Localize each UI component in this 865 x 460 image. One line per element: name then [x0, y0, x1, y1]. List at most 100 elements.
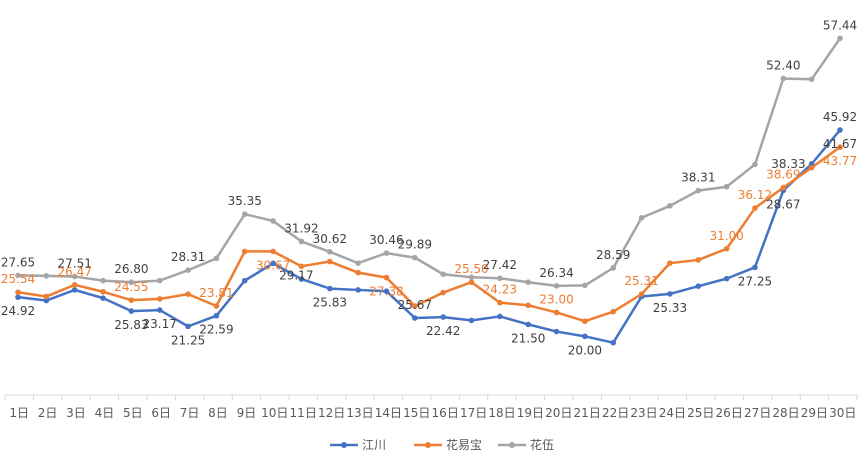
- data-label: 31.00: [709, 229, 743, 243]
- data-label: 28.31: [171, 250, 205, 264]
- x-tick-label: 8日: [208, 406, 228, 420]
- data-point: [412, 303, 418, 309]
- data-point: [71, 287, 78, 293]
- data-point: [752, 264, 758, 271]
- data-label: 57.44: [823, 18, 857, 32]
- data-point: [128, 308, 135, 314]
- x-tick-label: 16日: [432, 406, 459, 420]
- data-label: 27.65: [1, 255, 35, 269]
- x-tick-label: 21日: [574, 406, 601, 420]
- x-tick-label: 7日: [180, 406, 200, 420]
- data-point: [553, 309, 560, 316]
- series-1: [15, 127, 843, 346]
- data-point: [497, 275, 503, 282]
- legend-label: 花伍: [530, 437, 554, 452]
- data-label: 25.67: [398, 298, 432, 312]
- x-tick-label: 23日: [630, 406, 657, 420]
- data-point: [156, 296, 163, 302]
- data-label: 28.67: [766, 197, 800, 211]
- data-label: 25.31: [624, 274, 658, 288]
- data-point: [185, 267, 191, 273]
- data-label: 21.50: [511, 331, 545, 345]
- data-label: 23.00: [539, 292, 573, 306]
- legend-item: 花易宝: [414, 437, 482, 452]
- data-point: [412, 254, 418, 261]
- data-point: [780, 75, 787, 82]
- data-label: 28.59: [596, 248, 630, 262]
- data-point: [497, 313, 503, 320]
- x-tick-label: 13日: [346, 406, 373, 420]
- data-point: [213, 312, 220, 319]
- data-point: [525, 279, 532, 286]
- data-point: [241, 277, 248, 284]
- data-point: [298, 238, 305, 245]
- data-label: 27.51: [58, 257, 92, 271]
- legend: 江川 花易宝 花伍: [330, 437, 554, 452]
- x-tick-label: 9日: [237, 406, 257, 420]
- data-point: [837, 144, 843, 150]
- data-label: 30.46: [369, 233, 403, 247]
- data-point: [837, 35, 843, 42]
- data-point: [270, 248, 276, 255]
- data-point: [270, 218, 276, 224]
- data-point: [582, 333, 588, 340]
- data-label: 29.17: [279, 268, 313, 282]
- legend-marker: [425, 442, 431, 448]
- legend-item: 花伍: [498, 437, 554, 452]
- x-tick-label: 4日: [95, 406, 115, 420]
- data-label: 25.54: [1, 272, 35, 286]
- data-point: [808, 164, 815, 171]
- data-point: [15, 272, 21, 279]
- data-point: [610, 308, 617, 315]
- data-label: 27.25: [738, 274, 772, 288]
- data-point: [468, 274, 475, 281]
- data-point: [156, 307, 163, 313]
- x-tick-label: 28日: [772, 406, 799, 420]
- data-label: 38.69: [766, 168, 800, 182]
- data-label: 26.47: [58, 265, 92, 279]
- data-label: 20.00: [568, 343, 602, 357]
- series-3: [15, 35, 843, 289]
- data-point: [808, 76, 815, 83]
- legend-label: 花易宝: [446, 437, 482, 452]
- data-label: 21.25: [171, 333, 205, 347]
- x-tick-label: 6日: [151, 406, 171, 420]
- data-point: [525, 302, 532, 309]
- data-point: [497, 299, 503, 306]
- data-label: 27.42: [483, 258, 517, 272]
- data-point: [128, 297, 135, 303]
- data-point: [43, 293, 50, 300]
- data-point: [185, 291, 191, 297]
- x-tick-label: 25日: [687, 406, 714, 420]
- data-label: 24.55: [114, 280, 148, 294]
- data-label: 45.92: [823, 110, 857, 124]
- data-point: [723, 245, 730, 252]
- x-tick-label: 10日: [261, 406, 288, 420]
- legend-marker: [341, 442, 347, 448]
- data-label: 25.33: [653, 301, 687, 315]
- data-label: 43.77: [823, 154, 857, 168]
- data-label: 24.92: [1, 304, 35, 318]
- data-label: 35.35: [228, 194, 262, 208]
- data-point: [412, 315, 418, 321]
- x-tick-label: 30日: [829, 406, 856, 420]
- data-point: [582, 318, 588, 325]
- data-label: 29.89: [398, 238, 432, 252]
- data-point: [695, 257, 702, 263]
- data-label: 38.31: [681, 171, 715, 185]
- data-label: 52.40: [766, 58, 800, 72]
- x-tick-label: 14日: [375, 406, 402, 420]
- series-line: [17, 37, 842, 288]
- data-point: [667, 260, 673, 266]
- data-point: [695, 187, 702, 194]
- data-label: 22.42: [426, 324, 460, 338]
- data-point: [270, 260, 276, 267]
- data-label: 25.50: [454, 262, 488, 276]
- data-point: [667, 291, 673, 297]
- data-point: [440, 289, 446, 296]
- series-line: [17, 146, 841, 323]
- legend-marker: [509, 442, 515, 448]
- data-point: [752, 205, 758, 211]
- data-point: [723, 183, 730, 190]
